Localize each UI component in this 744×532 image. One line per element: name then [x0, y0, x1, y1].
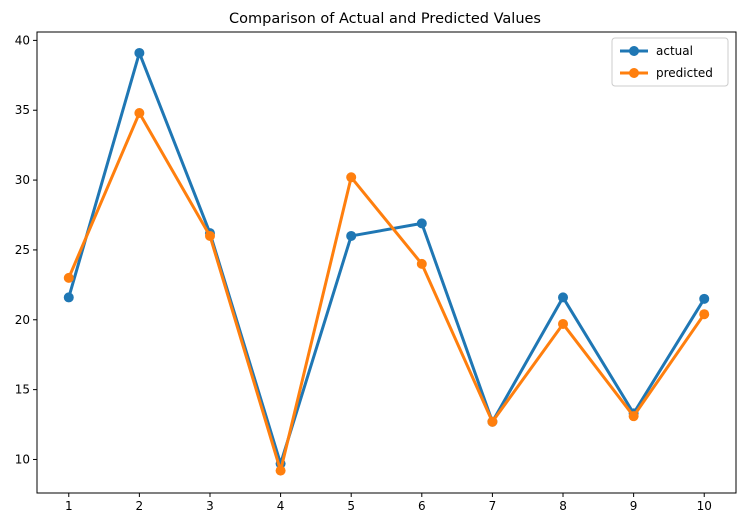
data-point-predicted: [487, 416, 498, 427]
data-point-predicted: [204, 230, 215, 241]
y-axis: 10 15 20 25 30 35 40: [15, 33, 37, 466]
series-actual: [63, 47, 710, 469]
data-point-predicted: [416, 258, 427, 269]
legend-item-predicted: predicted: [620, 66, 713, 80]
data-point-predicted: [628, 411, 639, 422]
x-tick-label: 10: [697, 499, 712, 513]
x-axis: 1 2 3 4 5 6 7 8 9 10: [65, 493, 712, 513]
x-tick-label: 5: [347, 499, 355, 513]
series-line-predicted: [66, 111, 707, 473]
data-point-predicted: [699, 309, 710, 320]
data-point-predicted: [275, 465, 286, 476]
data-point-predicted: [346, 172, 357, 183]
data-point-actual: [346, 230, 357, 241]
y-tick-label: 15: [15, 383, 30, 397]
y-tick-label: 10: [15, 452, 30, 466]
x-tick-label: 2: [136, 499, 144, 513]
x-tick-label: 7: [489, 499, 497, 513]
series-predicted: [63, 108, 710, 476]
x-tick-label: 6: [418, 499, 426, 513]
data-point-actual: [63, 292, 74, 303]
y-tick-label: 40: [15, 33, 30, 47]
series-line-actual: [66, 51, 707, 466]
x-tick-label: 4: [277, 499, 285, 513]
legend-label: predicted: [656, 66, 713, 80]
x-tick-label: 1: [65, 499, 73, 513]
data-point-predicted: [134, 108, 145, 119]
data-point-actual: [134, 47, 145, 58]
y-tick-label: 30: [15, 173, 30, 187]
data-point-actual: [558, 292, 569, 303]
data-point-predicted: [558, 318, 569, 329]
legend-swatch-marker: [629, 68, 639, 78]
data-point-predicted: [63, 272, 74, 283]
data-point-actual: [416, 218, 427, 229]
data-point-actual: [699, 293, 710, 304]
legend-swatch-marker: [629, 46, 639, 56]
y-tick-label: 35: [15, 103, 30, 117]
legend-item-actual: actual: [620, 44, 693, 58]
chart-title: Comparison of Actual and Predicted Value…: [229, 11, 541, 27]
x-tick-label: 3: [206, 499, 214, 513]
plot-frame: [36, 31, 737, 494]
y-tick-label: 25: [15, 243, 30, 257]
legend: actual predicted: [611, 37, 729, 87]
legend-label: actual: [656, 44, 693, 58]
x-tick-label: 9: [630, 499, 638, 513]
y-tick-label: 20: [15, 313, 30, 327]
plot-content: [63, 47, 710, 476]
x-tick-label: 8: [559, 499, 567, 513]
